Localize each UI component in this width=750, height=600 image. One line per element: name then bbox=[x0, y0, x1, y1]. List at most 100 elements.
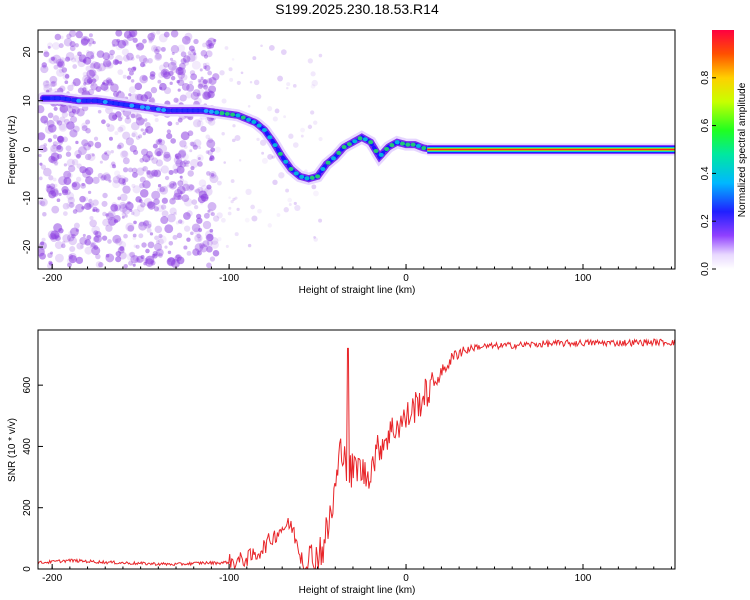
noise-dot bbox=[89, 215, 94, 221]
noise-dot bbox=[147, 223, 152, 229]
noise-dot bbox=[179, 175, 183, 179]
noise-dot bbox=[115, 250, 122, 257]
noise-dot bbox=[52, 42, 60, 50]
noise-dot bbox=[151, 169, 159, 177]
noise-dot bbox=[122, 157, 130, 165]
noise-dot bbox=[164, 175, 170, 181]
noise-dot bbox=[210, 240, 219, 249]
noise-dot bbox=[163, 153, 172, 162]
noise-dot bbox=[190, 73, 198, 81]
noise-dot bbox=[121, 48, 130, 56]
noise-dot bbox=[79, 84, 88, 93]
noise-dot bbox=[54, 231, 61, 239]
noise-dot bbox=[195, 188, 201, 194]
noise-dot bbox=[200, 125, 207, 133]
noise-dot bbox=[247, 243, 252, 248]
noise-dot bbox=[105, 61, 112, 67]
noise-dot bbox=[179, 62, 186, 70]
noise-dot bbox=[313, 190, 319, 197]
noise-dot bbox=[107, 210, 116, 219]
ridge-blob bbox=[346, 142, 352, 147]
noise-dot bbox=[143, 197, 153, 207]
noise-dot bbox=[82, 169, 92, 179]
noise-dot bbox=[57, 136, 64, 143]
noise-dot bbox=[91, 225, 100, 235]
noise-dot bbox=[118, 177, 126, 185]
noise-dot bbox=[307, 124, 313, 130]
noise-dot bbox=[210, 173, 215, 177]
noise-dot bbox=[203, 65, 207, 70]
noise-dot bbox=[78, 54, 87, 63]
noise-dot bbox=[50, 230, 60, 240]
noise-dot bbox=[113, 207, 119, 213]
noise-dot bbox=[81, 206, 85, 210]
noise-dot bbox=[170, 138, 176, 144]
noise-dot bbox=[64, 74, 70, 79]
noise-dot bbox=[56, 135, 64, 143]
noise-dot bbox=[67, 172, 73, 179]
noise-dot bbox=[81, 122, 88, 129]
noise-dot bbox=[206, 171, 211, 176]
noise-dot bbox=[49, 183, 56, 190]
noise-dot bbox=[84, 202, 92, 211]
noise-dot bbox=[131, 183, 136, 188]
noise-dot bbox=[180, 131, 190, 141]
noise-dot bbox=[91, 246, 101, 256]
noise-dot bbox=[196, 120, 204, 128]
ridge-blob bbox=[320, 167, 326, 172]
noise-dot bbox=[80, 182, 87, 189]
noise-dot bbox=[90, 243, 95, 248]
noise-dot bbox=[43, 120, 49, 125]
noise-dot bbox=[67, 234, 75, 242]
snr-y-ticks: 0 200 400 600 bbox=[22, 376, 43, 572]
noise-dot bbox=[153, 46, 158, 51]
noise-dot bbox=[42, 80, 51, 89]
noise-dot bbox=[169, 183, 175, 189]
noise-dot bbox=[190, 141, 197, 148]
ridge-blob bbox=[251, 119, 257, 124]
noise-dot bbox=[203, 212, 210, 219]
noise-dot bbox=[120, 150, 129, 159]
noise-dot bbox=[130, 255, 139, 264]
noise-dot bbox=[156, 30, 161, 35]
noise-dot bbox=[62, 240, 66, 245]
noise-dot bbox=[186, 237, 191, 242]
noise-dot bbox=[154, 118, 159, 123]
noise-dot bbox=[152, 143, 158, 149]
noise-dot bbox=[49, 232, 57, 241]
noise-dot bbox=[280, 49, 287, 55]
noise-dot bbox=[88, 198, 93, 204]
noise-dot bbox=[134, 82, 143, 91]
noise-dot bbox=[157, 138, 163, 143]
noise-dot bbox=[75, 228, 80, 232]
ridge-blob bbox=[129, 103, 135, 108]
noise-dot bbox=[183, 159, 188, 165]
noise-dot bbox=[168, 181, 178, 190]
noise-dot bbox=[48, 260, 53, 265]
noise-dot bbox=[86, 77, 93, 84]
noise-dot bbox=[128, 260, 134, 266]
noise-dot bbox=[155, 159, 164, 167]
noise-dot bbox=[131, 132, 136, 138]
noise-dot bbox=[208, 118, 216, 126]
noise-dot bbox=[78, 146, 87, 155]
snr-x-ticks: -200 -100 0 100 bbox=[42, 564, 672, 584]
noise-dot bbox=[209, 256, 216, 262]
noise-dot bbox=[85, 127, 91, 134]
noise-dot bbox=[71, 182, 78, 188]
noise-dot bbox=[93, 136, 99, 141]
snr-frame bbox=[37, 329, 676, 570]
noise-dot bbox=[117, 196, 121, 201]
noise-dot bbox=[313, 120, 318, 125]
noise-dot bbox=[138, 221, 148, 231]
noise-dot bbox=[43, 143, 48, 147]
ridge-blob bbox=[70, 97, 76, 102]
noise-dot bbox=[89, 62, 96, 69]
noise-dot bbox=[114, 238, 119, 243]
noise-dot bbox=[253, 79, 260, 86]
noise-dot bbox=[200, 193, 209, 202]
noise-dot bbox=[206, 262, 212, 269]
noise-dot bbox=[101, 235, 108, 241]
noise-dot bbox=[88, 202, 95, 208]
ridge-blob bbox=[81, 98, 87, 103]
